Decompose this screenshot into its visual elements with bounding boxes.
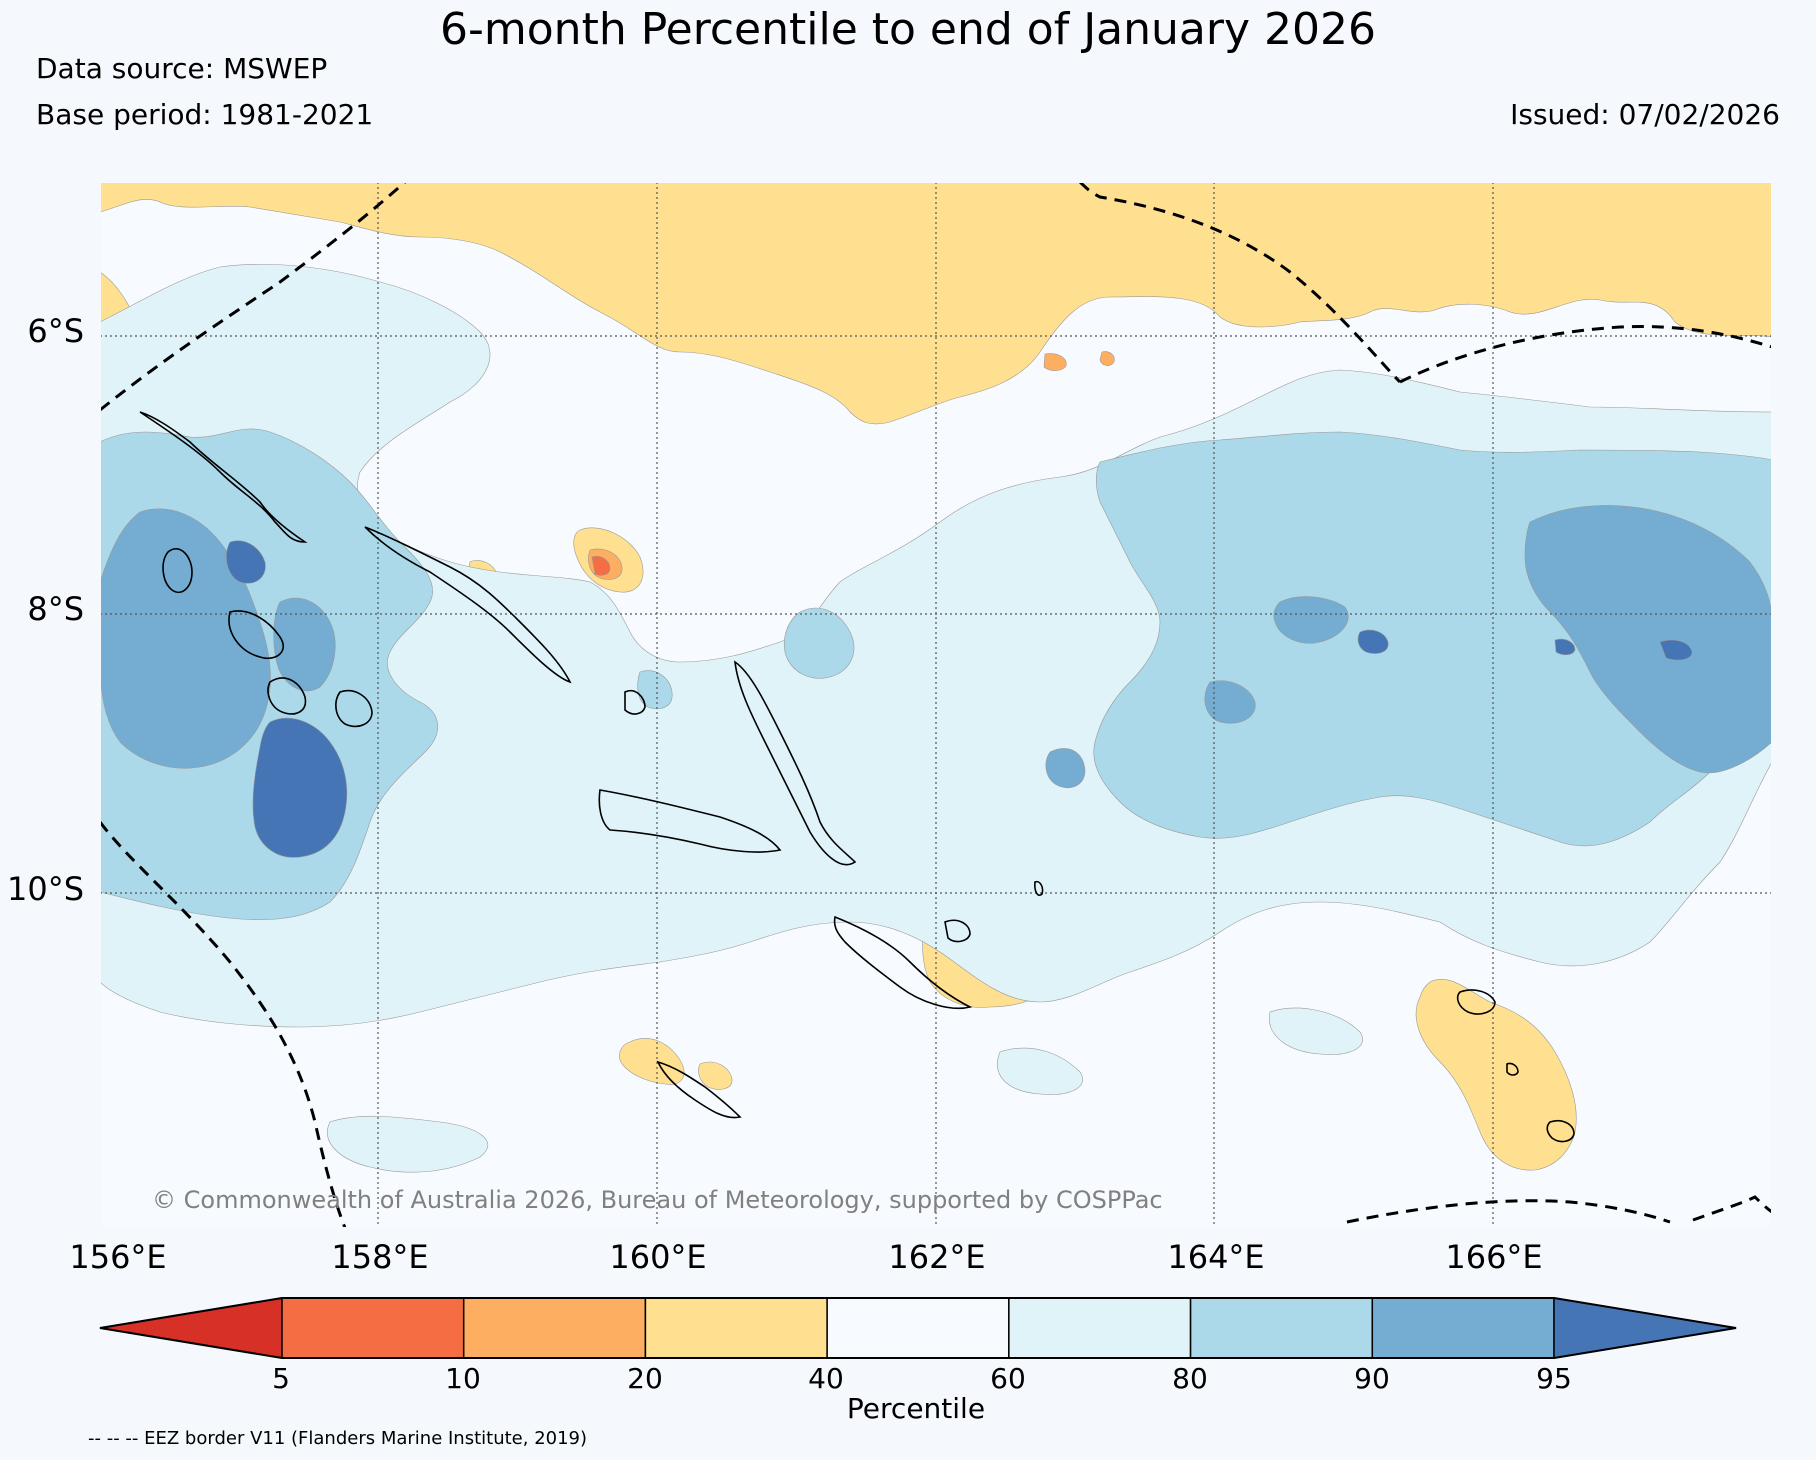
colorbar-tick: 60 (990, 1362, 1026, 1395)
data-source: Data source: MSWEP (36, 52, 328, 85)
colorbar-segment (99, 1297, 283, 1359)
colorbar-segment (826, 1297, 1010, 1359)
colorbar (99, 1297, 1737, 1359)
colorbar-segment (1371, 1297, 1555, 1359)
lon-label-166e: 166°E (1445, 1238, 1543, 1276)
copyright-notice: © Commonwealth of Australia 2026, Bureau… (152, 1186, 1163, 1214)
lat-label-6s: 6°S (27, 312, 84, 350)
colorbar-tick: 20 (627, 1362, 663, 1395)
base-period: Base period: 1981-2021 (36, 98, 374, 131)
colorbar-tick: 80 (1172, 1362, 1208, 1395)
colorbar-label: Percentile (846, 1392, 986, 1425)
colorbar-segment (462, 1297, 647, 1359)
colorbar-segment (281, 1297, 465, 1359)
eez-legend: -- -- -- EEZ border V11 (Flanders Marine… (88, 1428, 588, 1449)
eez-border (100, 182, 1772, 1228)
colorbar-tick: 40 (808, 1362, 844, 1395)
map-title: 6-month Percentile to end of January 202… (440, 4, 1376, 55)
contour-above-normal-90 (100, 505, 1772, 788)
colorbar-tick: 10 (445, 1362, 481, 1395)
colorbar-segment (1553, 1297, 1737, 1359)
lat-label-8s: 8°S (27, 590, 84, 628)
issued-date: Issued: 07/02/2026 (1510, 98, 1780, 131)
lon-label-156e: 156°E (69, 1238, 167, 1276)
colorbar-segment (644, 1297, 828, 1359)
lon-label-160e: 160°E (609, 1238, 707, 1276)
colorbar-outline (99, 1297, 1737, 1359)
colorbar-tick: 90 (1354, 1362, 1390, 1395)
coastlines (139, 411, 1575, 1143)
lon-label-158e: 158°E (331, 1238, 429, 1276)
colorbar-tick: 5 (272, 1362, 290, 1395)
map-graticule (100, 182, 1772, 1228)
lon-label-164e: 164°E (1167, 1238, 1265, 1276)
colorbar-tick: 95 (1536, 1362, 1572, 1395)
contour-above-normal-95 (226, 540, 1693, 858)
lon-label-162e: 162°E (888, 1238, 986, 1276)
lat-label-10s: 10°S (6, 870, 84, 908)
colorbar-segment (1008, 1297, 1192, 1359)
colorbar-segment (1189, 1297, 1374, 1359)
percentile-map (100, 182, 1772, 1228)
